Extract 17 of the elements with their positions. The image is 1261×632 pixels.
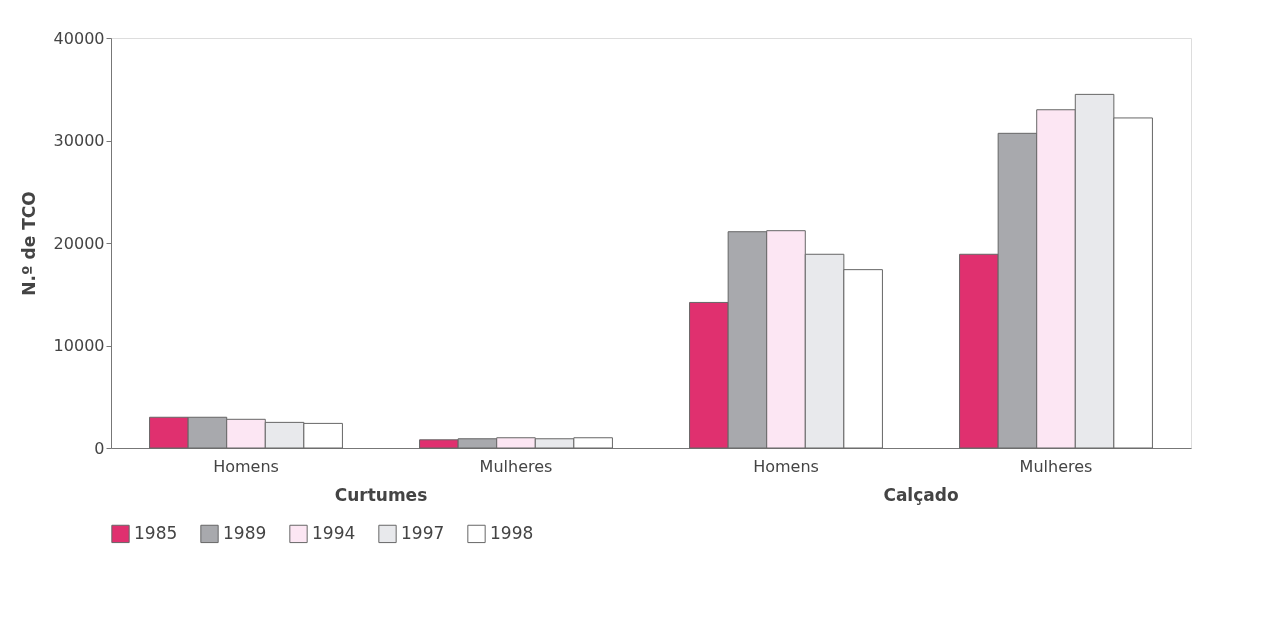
text: Calçado — [883, 485, 959, 505]
legend-label: 1985 — [134, 522, 178, 543]
legend-label: 1994 — [312, 522, 356, 543]
x-tick-label: Mulheres — [1019, 456, 1093, 476]
y-tick-label: 20000 — [53, 233, 105, 253]
legend-label: 1989 — [223, 522, 267, 543]
y-tick-label: 10000 — [53, 336, 105, 355]
y-tick-label: 30000 — [53, 131, 105, 150]
x-tick-label: Homens — [213, 456, 279, 476]
y-axis-title: N.º de TCO — [18, 191, 39, 296]
legend-label: 1998 — [490, 522, 534, 543]
y-tick-label: 40000 — [53, 28, 105, 48]
legend-label: 1997 — [401, 522, 445, 543]
x-tick-label: Mulheres — [479, 456, 553, 476]
x-tick-label: Homens — [753, 456, 819, 476]
y-tick-label: 0 — [94, 438, 105, 458]
text: Curtumes — [334, 485, 428, 505]
